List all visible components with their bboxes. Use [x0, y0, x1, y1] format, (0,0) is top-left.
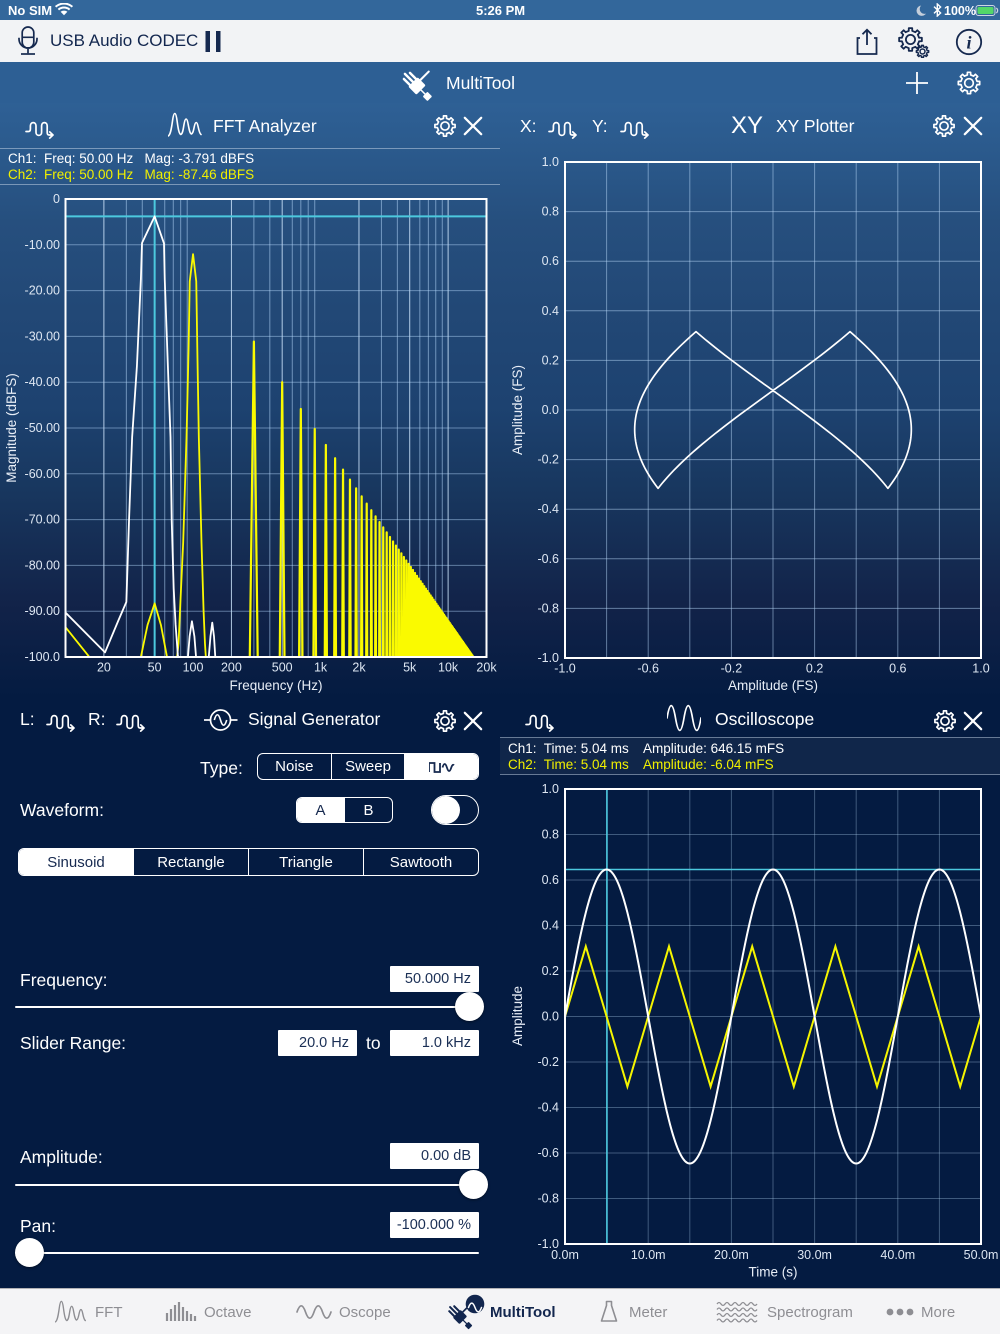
svg-text:20k: 20k	[476, 661, 497, 675]
svg-text:-90.00: -90.00	[25, 604, 60, 618]
svg-text:-0.2: -0.2	[537, 1055, 559, 1069]
svg-text:-0.6: -0.6	[537, 1146, 559, 1160]
svg-text:40.0m: 40.0m	[880, 1248, 915, 1262]
svg-text:-0.6: -0.6	[637, 662, 659, 676]
svg-text:0.0m: 0.0m	[551, 1248, 579, 1262]
svg-text:20: 20	[97, 661, 111, 675]
svg-text:-1.0: -1.0	[537, 1237, 559, 1251]
svg-text:-20.00: -20.00	[25, 284, 60, 298]
svg-text:0.2: 0.2	[542, 353, 559, 367]
svg-text:0.4: 0.4	[542, 919, 559, 933]
svg-text:20.0m: 20.0m	[714, 1248, 749, 1262]
svg-text:0.4: 0.4	[542, 304, 559, 318]
svg-text:-30.00: -30.00	[25, 329, 60, 343]
svg-text:0.0: 0.0	[542, 403, 559, 417]
svg-text:-70.00: -70.00	[25, 513, 60, 527]
svg-text:0.8: 0.8	[542, 205, 559, 219]
svg-text:Frequency (Hz): Frequency (Hz)	[229, 678, 322, 693]
svg-text:0: 0	[53, 192, 60, 206]
svg-text:-100.0: -100.0	[25, 650, 60, 664]
svg-text:0.2: 0.2	[806, 662, 823, 676]
svg-text:-10.00: -10.00	[25, 238, 60, 252]
svg-text:-60.00: -60.00	[25, 467, 60, 481]
svg-text:1.0: 1.0	[972, 662, 989, 676]
svg-text:500: 500	[272, 661, 293, 675]
svg-text:0.2: 0.2	[542, 964, 559, 978]
svg-text:Amplitude: Amplitude	[510, 986, 525, 1046]
svg-text:0.0: 0.0	[542, 1010, 559, 1024]
svg-text:10.0m: 10.0m	[631, 1248, 666, 1262]
svg-text:50.0m: 50.0m	[964, 1248, 999, 1262]
svg-text:2k: 2k	[352, 661, 366, 675]
svg-text:50: 50	[148, 661, 162, 675]
svg-text:Magnitude (dBFS): Magnitude (dBFS)	[4, 373, 19, 483]
svg-text:-0.8: -0.8	[537, 601, 559, 615]
svg-text:-40.00: -40.00	[25, 375, 60, 389]
svg-text:30.0m: 30.0m	[797, 1248, 832, 1262]
svg-text:-80.00: -80.00	[25, 558, 60, 572]
svg-text:0.6: 0.6	[889, 662, 906, 676]
svg-text:i: i	[966, 33, 971, 53]
svg-text:-1.0: -1.0	[554, 662, 576, 676]
svg-text:1k: 1k	[314, 661, 328, 675]
svg-text:-0.2: -0.2	[721, 662, 743, 676]
svg-text:1.0: 1.0	[542, 155, 559, 169]
svg-text:-0.2: -0.2	[537, 453, 559, 467]
svg-text:200: 200	[221, 661, 242, 675]
svg-text:Time (s): Time (s)	[749, 1265, 798, 1280]
svg-text:Amplitude (FS): Amplitude (FS)	[510, 365, 525, 455]
svg-text:0.8: 0.8	[542, 828, 559, 842]
svg-text:0.6: 0.6	[542, 254, 559, 268]
svg-text:-1.0: -1.0	[537, 651, 559, 665]
svg-text:0.6: 0.6	[542, 873, 559, 887]
svg-text:-0.8: -0.8	[537, 1192, 559, 1206]
svg-text:-0.4: -0.4	[537, 502, 559, 516]
svg-text:-0.4: -0.4	[537, 1101, 559, 1115]
svg-text:Amplitude (FS): Amplitude (FS)	[728, 678, 818, 693]
svg-text:-50.00: -50.00	[25, 421, 60, 435]
svg-text:1.0: 1.0	[542, 782, 559, 796]
svg-text:5k: 5k	[403, 661, 417, 675]
svg-text:100: 100	[183, 661, 204, 675]
svg-text:-0.6: -0.6	[537, 552, 559, 566]
svg-text:10k: 10k	[438, 661, 459, 675]
